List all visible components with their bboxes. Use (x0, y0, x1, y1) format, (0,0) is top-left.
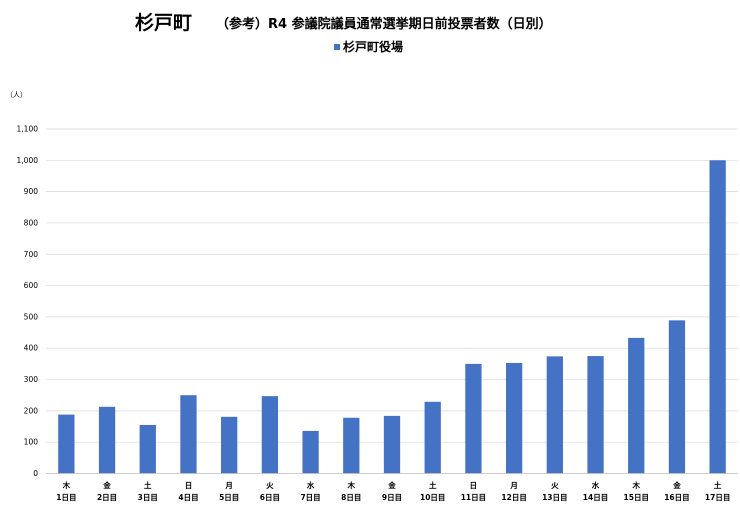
x-tick-weekday: 月 (224, 481, 233, 490)
x-tick-weekday: 金 (672, 480, 681, 490)
y-tick-label: 1,000 (17, 156, 39, 165)
chart-title-sub: （参考）R4 参議院議員通常選挙期日前投票者数（日別） (216, 16, 552, 32)
x-tick-weekday: 木 (62, 480, 71, 490)
x-tick-weekday: 土 (714, 480, 722, 490)
chart-title-main: 杉戸町 (135, 11, 192, 34)
bar (58, 414, 75, 474)
x-tick-day: 1日目 (56, 493, 76, 502)
bar (139, 424, 156, 474)
y-tick-label: 900 (24, 187, 39, 196)
x-tick-weekday: 月 (509, 481, 518, 490)
x-tick-day: 17日目 (705, 493, 730, 502)
bars (58, 160, 726, 474)
x-tick-weekday: 金 (102, 480, 111, 490)
bar (587, 356, 604, 474)
x-tick-weekday: 日 (470, 481, 478, 490)
bar (98, 406, 116, 474)
x-tick-weekday: 火 (551, 481, 559, 490)
y-axis-ticks: 0 100 200 300 400 500 600 700 800 900 1,000 1,100 (17, 125, 39, 479)
bar (180, 395, 197, 474)
bar (343, 417, 360, 474)
x-tick-weekday: 水 (307, 480, 315, 490)
x-tick-day: 12日目 (501, 493, 526, 502)
x-tick-weekday: 土 (429, 480, 437, 490)
x-tick-day: 4日目 (178, 493, 198, 502)
x-axis-ticks: 木 1日目 金 2日目 土 3日目 日 4日目 月 5日目 火 6日目 水 7日目 木 8日目 金 9日目 土 10日… (56, 480, 730, 502)
bar (668, 320, 686, 474)
bar (302, 430, 319, 474)
x-tick-day: 10日目 (420, 493, 445, 502)
y-tick-label: 0 (33, 469, 38, 478)
x-tick-day: 8日目 (341, 493, 361, 502)
x-tick-weekday: 木 (631, 480, 640, 490)
bar (465, 363, 482, 474)
bar (261, 396, 279, 474)
x-tick-weekday: 金 (387, 480, 396, 490)
y-tick-label: 100 (24, 438, 39, 447)
x-tick-weekday: 木 (347, 480, 356, 490)
x-tick-day: 3日目 (138, 493, 158, 502)
x-tick-weekday: 火 (266, 481, 274, 490)
bar (709, 160, 726, 474)
x-tick-weekday: 日 (185, 481, 193, 490)
x-tick-day: 6日目 (260, 493, 280, 502)
x-tick-day: 13日目 (542, 493, 567, 502)
gridlines (46, 128, 738, 443)
y-tick-label: 800 (24, 218, 39, 227)
x-tick-day: 14日目 (583, 493, 608, 502)
bar (221, 416, 238, 474)
x-tick-day: 9日目 (382, 493, 402, 502)
x-tick-day: 11日目 (461, 493, 486, 502)
y-tick-label: 500 (24, 312, 39, 321)
x-tick-day: 16日目 (664, 493, 689, 502)
x-tick-weekday: 土 (144, 480, 152, 490)
y-tick-label: 700 (24, 250, 39, 259)
bar (505, 362, 523, 474)
x-tick-day: 15日目 (624, 493, 649, 502)
legend-swatch (334, 44, 340, 50)
x-tick-day: 7日目 (300, 493, 320, 502)
bar (383, 415, 401, 474)
x-tick-day: 2日目 (97, 493, 117, 502)
legend-label: 杉戸町役場 (343, 39, 403, 54)
y-tick-label: 1,100 (17, 125, 39, 134)
y-tick-label: 300 (24, 375, 39, 384)
y-tick-label: 400 (24, 344, 39, 353)
bar (628, 337, 645, 474)
x-tick-day: 5日目 (219, 493, 239, 502)
y-axis-unit-label: （人） (6, 91, 27, 99)
bar (424, 401, 441, 474)
bar (546, 356, 563, 474)
y-tick-label: 600 (24, 281, 39, 290)
x-tick-weekday: 水 (592, 480, 600, 490)
y-tick-label: 200 (24, 406, 39, 415)
